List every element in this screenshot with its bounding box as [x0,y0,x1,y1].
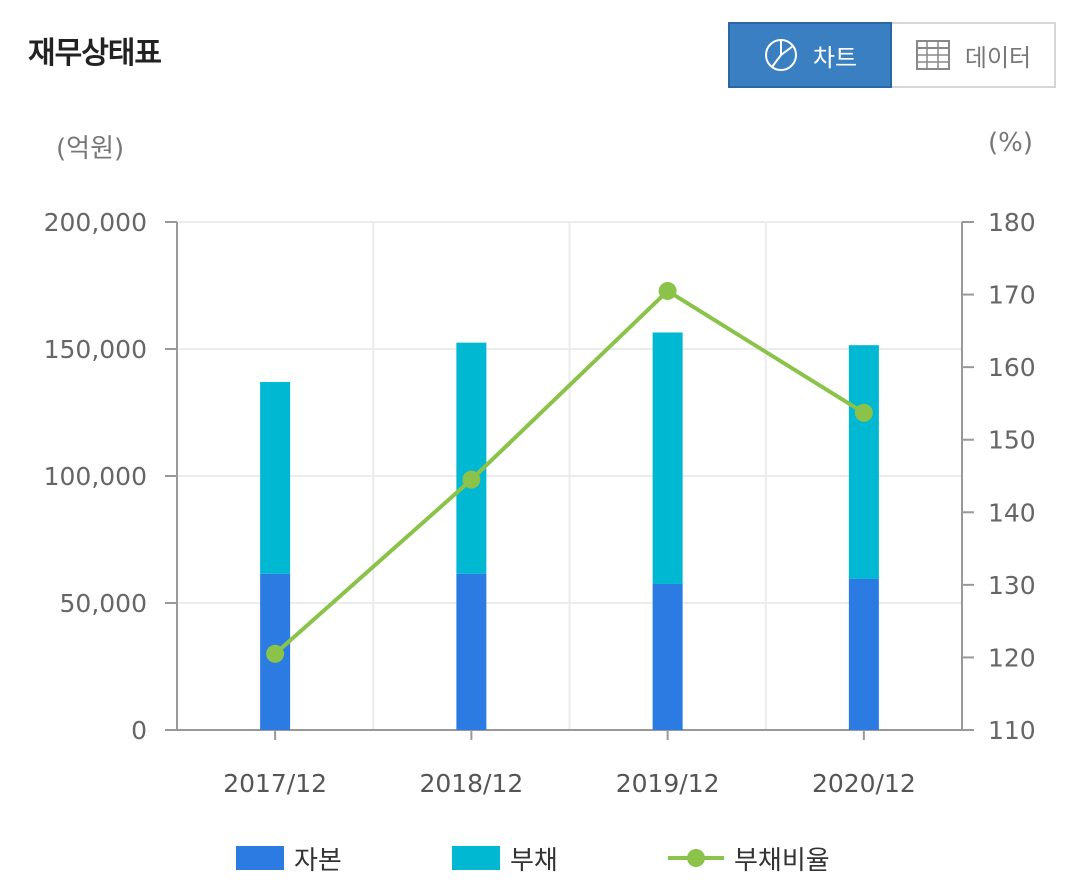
point-debt-ratio [462,470,481,489]
x-axis-tick-label: 2020/12 [812,769,916,798]
right-axis-tick-label: 120 [988,643,1036,672]
bar-liabilities [260,382,291,574]
legend-swatch-capital [236,846,284,870]
right-axis-tick-label: 130 [988,571,1036,600]
data-view-button[interactable]: 데이터 [892,22,1056,88]
right-axis-tick-label: 180 [988,208,1036,237]
left-axis-unit: (억원) [56,134,125,164]
bar-capital [652,583,683,730]
bar-liabilities [848,345,879,579]
line-debt-ratio [273,288,865,656]
point-debt-ratio [658,281,677,300]
right-axis-tick-label: 170 [988,281,1036,310]
legend-label-capital: 자본 [294,845,342,876]
bar-liabilities [652,332,683,584]
data-view-label: 데이터 [964,43,1032,72]
pie-chart-icon [763,37,799,73]
left-axis-tick-label: 200,000 [44,208,147,237]
left-axis-tick-label: 150,000 [44,335,147,364]
x-axis-tick-label: 2017/12 [223,769,327,798]
page-title: 재무상태표 [28,36,162,71]
right-axis-tick-label: 140 [988,498,1036,527]
point-debt-ratio [266,644,285,663]
bar-capital [456,573,487,730]
view-toggle: 차트 데이터 [728,22,1056,88]
point-debt-ratio [854,403,873,422]
chart-legend: 자본 부채 부채비율 [0,836,1080,880]
legend-item-debt-ratio[interactable]: 부채비율 [668,836,830,880]
right-axis-tick-label: 150 [988,426,1036,455]
x-axis-tick-label: 2018/12 [419,769,523,798]
legend-swatch-debt-ratio [668,849,724,867]
bar-liabilities [456,342,487,574]
right-axis-unit: (%) [988,128,1033,158]
legend-label-liabilities: 부채 [510,845,558,876]
x-axis-tick-label: 2019/12 [616,769,720,798]
chart-view-button[interactable]: 차트 [728,22,892,88]
left-axis-tick-label: 0 [131,716,147,745]
legend-label-debt-ratio: 부채비율 [734,845,830,876]
bar-capital [848,578,879,730]
legend-swatch-liabilities [452,846,500,870]
left-axis-tick-label: 100,000 [44,462,147,491]
chart-view-label: 차트 [812,43,858,72]
legend-item-capital[interactable]: 자본 [236,836,342,880]
table-icon [915,37,951,73]
right-axis-tick-label: 110 [988,716,1036,745]
left-axis-tick-label: 50,000 [60,589,147,618]
right-axis-tick-label: 160 [988,353,1036,382]
legend-item-liabilities[interactable]: 부채 [452,836,558,880]
